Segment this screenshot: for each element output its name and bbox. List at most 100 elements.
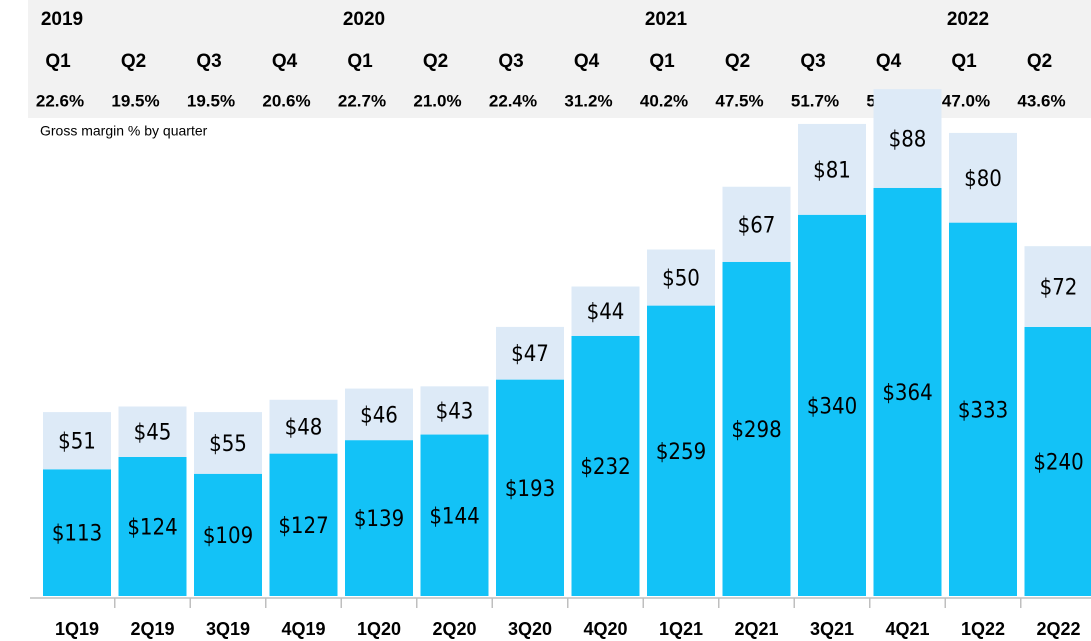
margin-label: 51.7% (791, 91, 839, 110)
data-label: $340 (807, 394, 857, 419)
bar-segment (949, 132, 1017, 223)
bar-segment (194, 473, 262, 596)
data-label: $240 (1033, 450, 1083, 475)
data-label: $48 (285, 416, 323, 441)
bar-segment (420, 386, 489, 435)
x-tick-label: 1Q21 (659, 619, 703, 639)
bar-segment (345, 440, 413, 596)
bar-segment (647, 305, 715, 596)
data-label: $51 (58, 430, 96, 455)
chart-subtitle: Gross margin % by quarter (40, 123, 208, 139)
data-label: $232 (580, 455, 630, 480)
bar-segment (118, 406, 187, 457)
margin-label: 22.4% (489, 91, 537, 110)
data-label: $139 (354, 507, 404, 532)
data-label: $72 (1040, 276, 1078, 301)
data-label: $44 (587, 300, 625, 325)
bar-segment (647, 249, 715, 306)
x-tick-label: 2Q20 (432, 619, 476, 639)
data-label: $259 (656, 440, 706, 465)
bar-segment (118, 456, 187, 596)
year-label: 2021 (645, 9, 688, 30)
data-label: $50 (662, 267, 700, 292)
bar-segment (722, 261, 791, 596)
margin-label: 40.2% (640, 91, 688, 110)
x-tick-label: 3Q19 (206, 619, 250, 639)
bar-segment (949, 222, 1017, 596)
data-label: $298 (731, 418, 781, 443)
margin-label: 31.2% (564, 91, 612, 110)
quarter-label: Q3 (498, 51, 523, 72)
x-tick-label: 1Q22 (961, 619, 1005, 639)
margin-label: 47.5% (715, 91, 763, 110)
data-label: $43 (436, 399, 474, 424)
quarter-label: Q4 (876, 51, 902, 72)
data-label: $124 (127, 515, 177, 540)
bar-segment (571, 335, 640, 596)
bar-segment (420, 434, 489, 596)
quarter-label: Q2 (121, 51, 146, 72)
bar-segment (496, 326, 564, 380)
bar-segment (873, 187, 942, 596)
x-tick-label: 2Q22 (1036, 619, 1080, 639)
data-label: $81 (813, 158, 851, 183)
year-label: 2019 (41, 9, 83, 30)
data-label: $109 (203, 524, 253, 549)
quarter-label: Q3 (196, 51, 221, 72)
quarter-label: Q1 (347, 51, 373, 72)
data-label: $113 (52, 522, 102, 547)
bar-segment (571, 286, 640, 336)
data-label: $127 (278, 514, 328, 539)
year-label: 2022 (947, 9, 989, 30)
margin-label: 47.0% (942, 91, 990, 110)
margin-label: 19.5% (187, 91, 235, 110)
year-label: 2020 (343, 9, 385, 30)
bar-segment (1024, 326, 1091, 596)
margin-label: 20.6% (262, 91, 310, 110)
data-label: $47 (511, 342, 549, 367)
bar-segment (798, 123, 866, 215)
data-label: $144 (429, 504, 479, 529)
bar-segment (194, 412, 262, 474)
margin-label: 19.5% (111, 91, 159, 110)
bar-segment (722, 186, 791, 262)
x-tick-label: 3Q20 (508, 619, 552, 639)
x-tick-label: 4Q21 (885, 619, 929, 639)
quarter-label: Q1 (45, 51, 71, 72)
x-tick-label: 4Q20 (583, 619, 627, 639)
bar-segment (345, 388, 413, 441)
bar-segment (873, 89, 942, 188)
x-tick-label: 1Q20 (357, 619, 401, 639)
data-label: $364 (882, 381, 932, 406)
data-label: $88 (889, 128, 927, 153)
bar-segment (1024, 246, 1091, 327)
data-label: $45 (134, 421, 172, 446)
margin-label: 22.7% (338, 91, 386, 110)
data-label: $193 (505, 477, 555, 502)
bar-segment (269, 399, 338, 454)
data-label: $80 (964, 167, 1002, 192)
x-tick-label: 4Q19 (281, 619, 325, 639)
bar-segment (269, 453, 338, 596)
quarter-label: Q1 (951, 51, 977, 72)
bar-segment (43, 412, 111, 470)
bar-segment (798, 214, 866, 596)
quarter-label: Q4 (272, 51, 298, 72)
data-label: $333 (958, 398, 1008, 423)
bar-segment (496, 379, 564, 596)
data-label: $55 (209, 432, 247, 457)
quarter-label: Q3 (800, 51, 825, 72)
quarter-label: Q2 (1027, 51, 1052, 72)
data-label: $46 (360, 403, 398, 428)
x-tick-label: 2Q19 (130, 619, 174, 639)
quarter-label: Q2 (725, 51, 750, 72)
margin-label: 43.6% (1017, 91, 1065, 110)
data-label: $67 (738, 213, 776, 238)
quarter-label: Q4 (574, 51, 600, 72)
x-tick-label: 1Q19 (55, 619, 99, 639)
margin-label: 21.0% (413, 91, 461, 110)
x-tick-label: 2Q21 (734, 619, 778, 639)
quarter-label: Q2 (423, 51, 448, 72)
x-tick-label: 3Q21 (810, 619, 854, 639)
